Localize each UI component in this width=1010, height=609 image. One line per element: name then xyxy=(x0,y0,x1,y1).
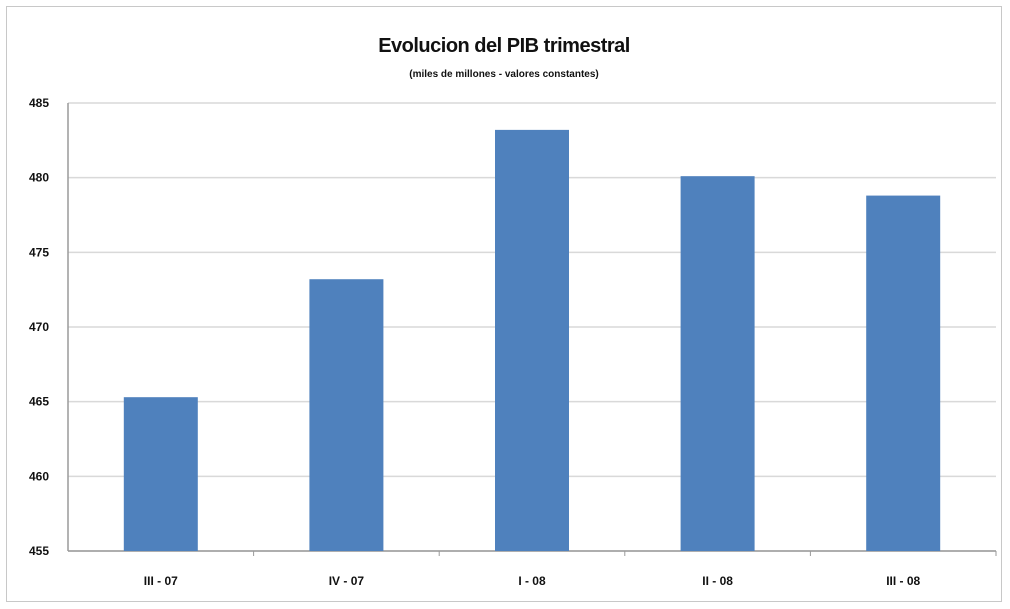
chart-subtitle: (miles de millones - valores constantes) xyxy=(409,69,599,80)
y-tick-label: 475 xyxy=(29,245,49,259)
x-tick-label: II - 08 xyxy=(702,574,733,588)
y-tick-label: 455 xyxy=(29,544,49,558)
bar xyxy=(495,129,569,551)
y-tick-label: 465 xyxy=(29,395,49,409)
x-tick-label: IV - 07 xyxy=(329,574,365,588)
x-tick-label: III - 08 xyxy=(886,574,920,588)
x-tick-label: I - 08 xyxy=(518,574,546,588)
y-tick-label: 470 xyxy=(29,320,49,334)
bar xyxy=(866,195,941,551)
x-tick-label: III - 07 xyxy=(144,574,178,588)
y-tick-label: 460 xyxy=(29,469,49,483)
y-tick-label: 480 xyxy=(29,171,49,185)
bar xyxy=(680,176,755,551)
bar xyxy=(309,279,384,551)
bar xyxy=(123,397,198,551)
chart-title: Evolucion del PIB trimestral xyxy=(378,35,630,57)
y-tick-label: 485 xyxy=(29,96,49,110)
